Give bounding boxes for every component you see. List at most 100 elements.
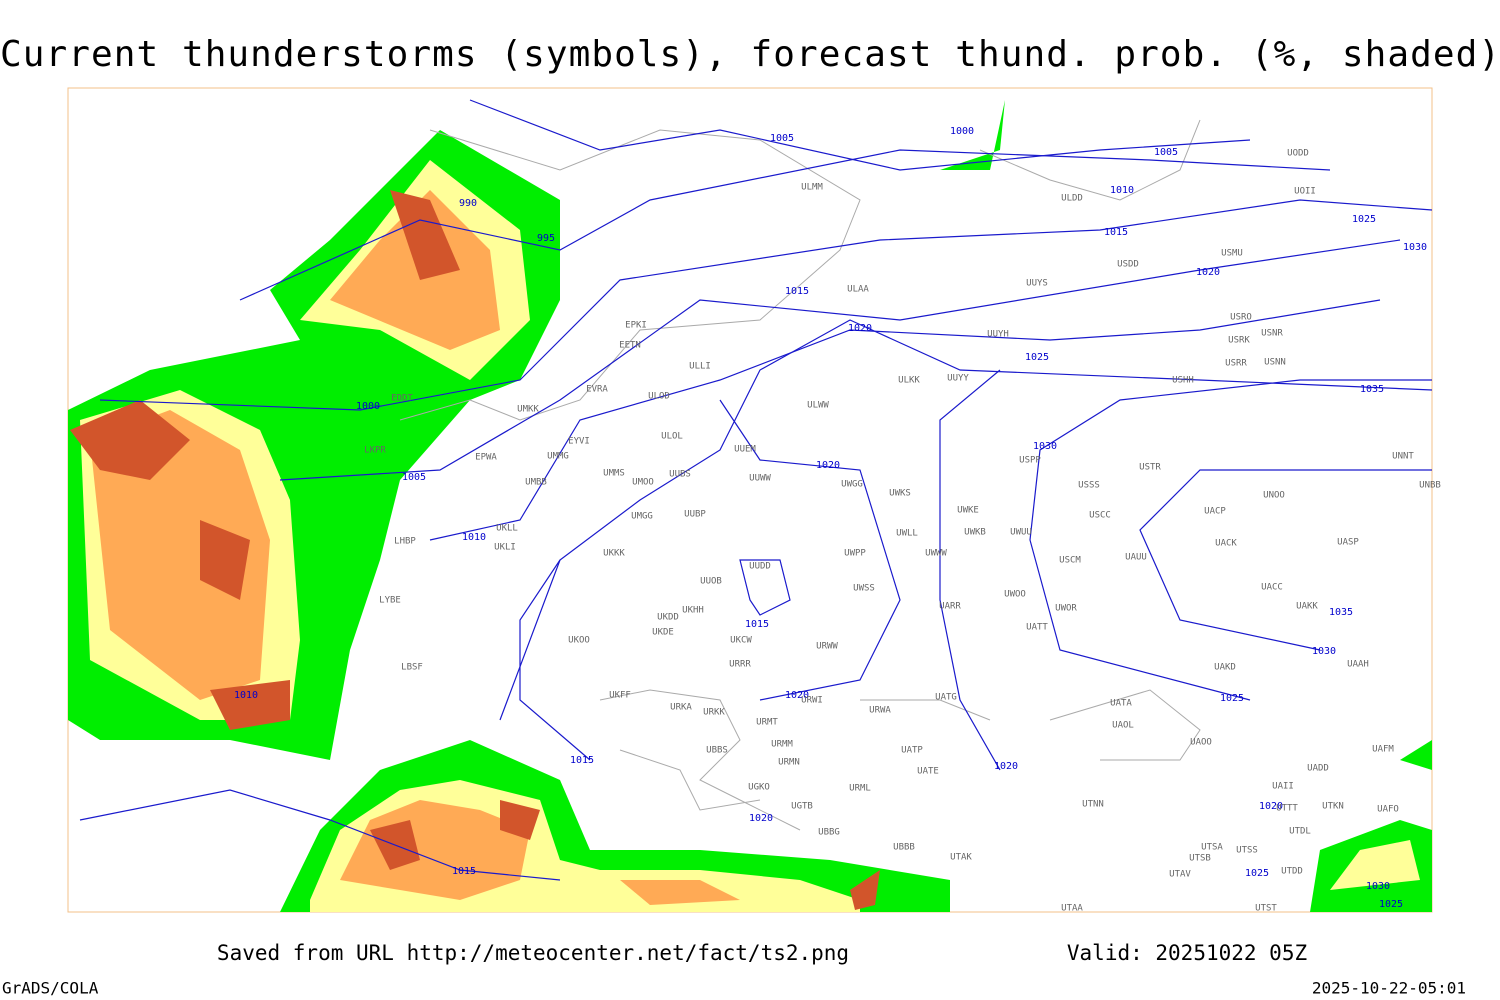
- station-label: UTDD: [1281, 867, 1303, 877]
- station-label: UWWW: [925, 549, 947, 559]
- station-label: UAII: [1272, 782, 1294, 792]
- isobar-label: 1020: [816, 460, 840, 471]
- isobar-label: 1005: [402, 472, 426, 483]
- station-label: UTKN: [1322, 802, 1344, 812]
- station-label: UTSS: [1236, 846, 1258, 856]
- station-label: USSS: [1078, 481, 1100, 491]
- isobar-label: 1020: [994, 761, 1018, 772]
- isobar-label: 1020: [1259, 801, 1283, 812]
- station-label: UUBS: [669, 470, 691, 480]
- timestamp: 2025-10-22-05:01: [1312, 979, 1466, 998]
- station-label: UUYS: [1026, 279, 1048, 289]
- station-label: UWPP: [844, 549, 866, 559]
- station-label: EVRA: [586, 385, 608, 395]
- station-label: EDDT: [391, 394, 413, 404]
- station-label: USRK: [1228, 336, 1250, 346]
- station-label: UTAA: [1061, 904, 1083, 914]
- station-label: UWOR: [1055, 604, 1077, 614]
- isobar-label: 1035: [1360, 384, 1384, 395]
- isobars: [79, 99, 1433, 881]
- isobar-label: 1030: [1403, 242, 1427, 253]
- isobar-label: 1000: [356, 401, 380, 412]
- isobar-label: 1010: [462, 532, 486, 543]
- station-label: URWI: [801, 696, 823, 706]
- station-label: UWKS: [889, 489, 911, 499]
- station-label: UATE: [917, 767, 939, 777]
- station-label: UMMG: [547, 452, 569, 462]
- source-url: Saved from URL http://meteocenter.net/fa…: [217, 941, 849, 965]
- station-label: URRR: [729, 660, 751, 670]
- station-label: ULWW: [807, 401, 829, 411]
- isobar-label: 1010: [1110, 185, 1134, 196]
- station-label: USRO: [1230, 313, 1252, 323]
- station-label: UAKD: [1214, 663, 1236, 673]
- station-label: UMGG: [631, 512, 653, 522]
- isobar-label: 1025: [1245, 868, 1269, 879]
- station-label: UAAH: [1347, 660, 1369, 670]
- shading: [68, 100, 1432, 912]
- isobar-label: 1000: [950, 126, 974, 137]
- station-label: USCC: [1089, 511, 1111, 521]
- station-label: UNBB: [1419, 481, 1441, 491]
- station-label: UMKK: [517, 405, 539, 415]
- station-label: UWUU: [1010, 528, 1032, 538]
- station-label: UTTT: [1276, 804, 1298, 814]
- station-label: UBBS: [706, 746, 728, 756]
- station-label: ULAA: [847, 285, 869, 295]
- station-label: UKLL: [496, 524, 518, 534]
- station-label: USTR: [1139, 463, 1161, 473]
- station-label: UTDL: [1289, 827, 1311, 837]
- station-label: UKDE: [652, 628, 674, 638]
- station-label: USDD: [1117, 260, 1139, 270]
- station-label: UUYY: [947, 374, 969, 384]
- station-label: UGKO: [748, 783, 770, 793]
- map-area: 1005 1000 1005 990 995 1010 1015 1025 1030 1020 10…: [67, 87, 1441, 914]
- isobar-label: 1020: [785, 690, 809, 701]
- station-label: UNOO: [1263, 491, 1285, 501]
- valid-time: Valid: 20251022 05Z: [1067, 941, 1307, 965]
- station-label: UWSS: [853, 584, 875, 594]
- station-label: URWA: [869, 706, 891, 716]
- station-label: UTAV: [1169, 870, 1191, 880]
- station-label: LBSF: [401, 663, 423, 673]
- isobar-label: 1025: [1379, 899, 1403, 910]
- station-label: UTNN: [1082, 800, 1104, 810]
- station-label: UATA: [1110, 699, 1132, 709]
- geography: [399, 119, 1201, 831]
- station-label: UATG: [935, 693, 957, 703]
- station-label: UASP: [1337, 538, 1359, 548]
- station-label: USPP: [1019, 456, 1041, 466]
- isobar-label: 1020: [1196, 267, 1220, 278]
- station-label: UKKK: [603, 549, 625, 559]
- station-label: UMBB: [525, 478, 547, 488]
- station-labels: ULMM ULDD UODD UOII USMU USDD UUYS ULAA EPKI EETN…: [364, 149, 1441, 914]
- isobar-label: 1030: [1312, 646, 1336, 657]
- isobar-label: 1020: [848, 323, 872, 334]
- station-label: URML: [849, 784, 871, 794]
- station-label: UWKB: [964, 528, 986, 538]
- station-label: USNR: [1261, 329, 1283, 339]
- station-label: UKCW: [730, 636, 752, 646]
- station-label: USCM: [1059, 556, 1081, 566]
- isobar-label: 1005: [1154, 147, 1178, 158]
- station-label: UATP: [901, 746, 923, 756]
- station-label: ULOD: [648, 392, 670, 402]
- station-label: USRR: [1225, 359, 1247, 369]
- station-label: UAFO: [1377, 805, 1399, 815]
- isobar-label: 1005: [770, 133, 794, 144]
- station-label: UUOB: [700, 577, 722, 587]
- station-label: ULLI: [689, 362, 711, 372]
- station-label: UMMS: [603, 469, 625, 479]
- isobar-label: 995: [537, 233, 555, 244]
- isobar-label: 1015: [570, 755, 594, 766]
- station-label: UTAK: [950, 853, 972, 863]
- station-label: URMM: [771, 740, 793, 750]
- station-label: URMT: [756, 718, 778, 728]
- station-label: USMU: [1221, 249, 1243, 259]
- title: Current thunderstorms (symbols), forecas…: [0, 34, 1500, 75]
- isobar-label: 1015: [452, 866, 476, 877]
- station-label: LYBE: [379, 596, 401, 606]
- station-label: URMN: [778, 758, 800, 768]
- station-label: UMOO: [632, 478, 654, 488]
